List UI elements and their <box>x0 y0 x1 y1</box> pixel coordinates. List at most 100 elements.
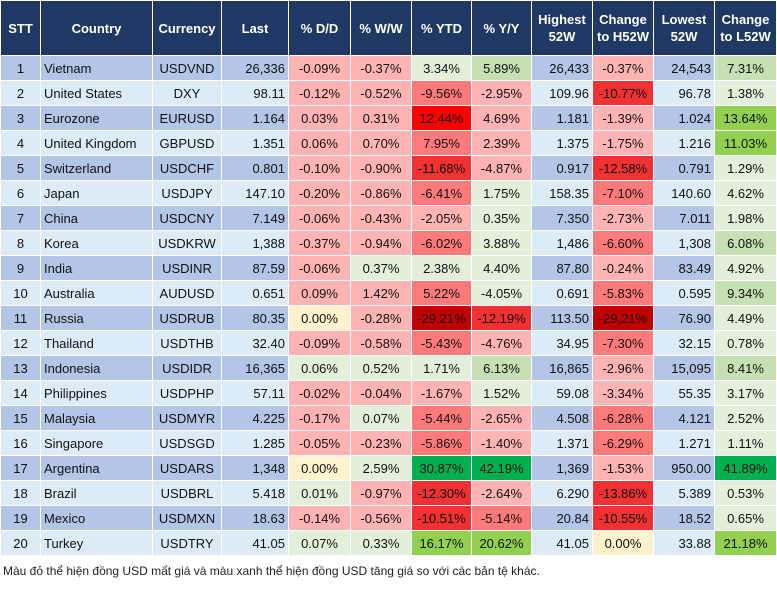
cell-ytd: -12.30% <box>411 480 472 506</box>
cell-last: 0.651 <box>221 280 289 306</box>
cell-yy: 4.69% <box>471 105 532 131</box>
header-yy[interactable]: % Y/Y <box>471 0 532 56</box>
cell-ww: 0.33% <box>350 530 412 556</box>
cell-stt: 17 <box>0 455 41 481</box>
header-ww[interactable]: % W/W <box>350 0 412 56</box>
cell-dd: -0.20% <box>288 180 351 206</box>
table-row: 6 Japan USDJPY 147.10 -0.20% -0.86% -6.41% 1.75… <box>0 180 777 206</box>
cell-last: 1,388 <box>221 230 289 256</box>
cell-high52w: 16,865 <box>531 355 593 381</box>
cell-high52w: 113.50 <box>531 305 593 331</box>
header-ytd[interactable]: % YTD <box>411 0 472 56</box>
cell-ytd: -11.68% <box>411 155 472 181</box>
header-dd[interactable]: % D/D <box>288 0 351 56</box>
header-change-h52w[interactable]: Change to H52W <box>592 0 654 56</box>
cell-last: 7.149 <box>221 205 289 231</box>
cell-ww: -0.37% <box>350 55 412 81</box>
cell-yy: 6.13% <box>471 355 532 381</box>
cell-country: Australia <box>40 280 153 306</box>
cell-stt: 12 <box>0 330 41 356</box>
cell-currency: USDSGD <box>152 430 222 456</box>
cell-change-l52w: 1.11% <box>714 430 777 456</box>
cell-ytd: -2.05% <box>411 205 472 231</box>
footnote: Màu đỏ thể hiện đồng USD mất giá và màu … <box>3 564 540 578</box>
cell-ytd: -9.56% <box>411 80 472 106</box>
header-high52w[interactable]: Highest 52W <box>531 0 593 56</box>
cell-change-l52w: 1.38% <box>714 80 777 106</box>
cell-high52w: 7.350 <box>531 205 593 231</box>
cell-currency: USDBRL <box>152 480 222 506</box>
header-low52w[interactable]: Lowest 52W <box>653 0 715 56</box>
cell-ww: -0.23% <box>350 430 412 456</box>
cell-ww: 0.70% <box>350 130 412 156</box>
table-row: 5 Switzerland USDCHF 0.801 -0.10% -0.90% -11.6… <box>0 155 777 181</box>
cell-country: United Kingdom <box>40 130 153 156</box>
cell-last: 4.225 <box>221 405 289 431</box>
header-last[interactable]: Last <box>221 0 289 56</box>
cell-yy: 5.89% <box>471 55 532 81</box>
cell-high52w: 0.691 <box>531 280 593 306</box>
cell-ytd: 30.87% <box>411 455 472 481</box>
cell-country: Singapore <box>40 430 153 456</box>
cell-change-h52w: -10.55% <box>592 505 654 531</box>
cell-yy: -2.64% <box>471 480 532 506</box>
cell-ytd: -6.41% <box>411 180 472 206</box>
cell-change-l52w: 1.29% <box>714 155 777 181</box>
cell-high52w: 1.371 <box>531 430 593 456</box>
cell-country: Switzerland <box>40 155 153 181</box>
header-stt[interactable]: STT <box>0 0 41 56</box>
cell-change-h52w: -2.96% <box>592 355 654 381</box>
cell-currency: USDARS <box>152 455 222 481</box>
cell-yy: 20.62% <box>471 530 532 556</box>
cell-dd: 0.01% <box>288 480 351 506</box>
header-currency[interactable]: Currency <box>152 0 222 56</box>
cell-ytd: -5.44% <box>411 405 472 431</box>
cell-ww: 0.31% <box>350 105 412 131</box>
cell-ww: -0.97% <box>350 480 412 506</box>
table-body: 1 Vietnam USDVND 26,336 -0.09% -0.37% 3.34% 5.8… <box>0 55 777 556</box>
cell-country: Turkey <box>40 530 153 556</box>
cell-change-l52w: 13.64% <box>714 105 777 131</box>
cell-currency: DXY <box>152 80 222 106</box>
header-country[interactable]: Country <box>40 0 153 56</box>
cell-ww: 2.59% <box>350 455 412 481</box>
cell-change-h52w: -3.34% <box>592 380 654 406</box>
cell-dd: -0.17% <box>288 405 351 431</box>
cell-change-h52w: -1.39% <box>592 105 654 131</box>
cell-ytd: 12.44% <box>411 105 472 131</box>
cell-last: 5.418 <box>221 480 289 506</box>
cell-yy: 42.19% <box>471 455 532 481</box>
cell-ww: 0.37% <box>350 255 412 281</box>
cell-ww: 0.07% <box>350 405 412 431</box>
cell-change-l52w: 4.49% <box>714 305 777 331</box>
cell-stt: 18 <box>0 480 41 506</box>
cell-country: Argentina <box>40 455 153 481</box>
cell-country: Eurozone <box>40 105 153 131</box>
cell-stt: 4 <box>0 130 41 156</box>
cell-currency: USDTHB <box>152 330 222 356</box>
cell-dd: 0.00% <box>288 305 351 331</box>
cell-currency: USDIDR <box>152 355 222 381</box>
cell-stt: 5 <box>0 155 41 181</box>
cell-ytd: -5.43% <box>411 330 472 356</box>
cell-currency: USDPHP <box>152 380 222 406</box>
cell-stt: 11 <box>0 305 41 331</box>
cell-ytd: 2.38% <box>411 255 472 281</box>
cell-currency: USDMXN <box>152 505 222 531</box>
header-change-l52w[interactable]: Change to L52W <box>714 0 777 56</box>
cell-stt: 13 <box>0 355 41 381</box>
table-row: 17 Argentina USDARS 1,348 0.00% 2.59% 30.87% 42… <box>0 455 777 481</box>
cell-low52w: 33.88 <box>653 530 715 556</box>
cell-ww: 1.42% <box>350 280 412 306</box>
cell-stt: 3 <box>0 105 41 131</box>
cell-dd: -0.06% <box>288 255 351 281</box>
cell-change-l52w: 1.98% <box>714 205 777 231</box>
cell-change-h52w: -10.77% <box>592 80 654 106</box>
cell-country: United States <box>40 80 153 106</box>
cell-ww: 0.52% <box>350 355 412 381</box>
cell-currency: USDMYR <box>152 405 222 431</box>
cell-low52w: 24,543 <box>653 55 715 81</box>
cell-last: 32.40 <box>221 330 289 356</box>
cell-stt: 16 <box>0 430 41 456</box>
cell-dd: -0.10% <box>288 155 351 181</box>
